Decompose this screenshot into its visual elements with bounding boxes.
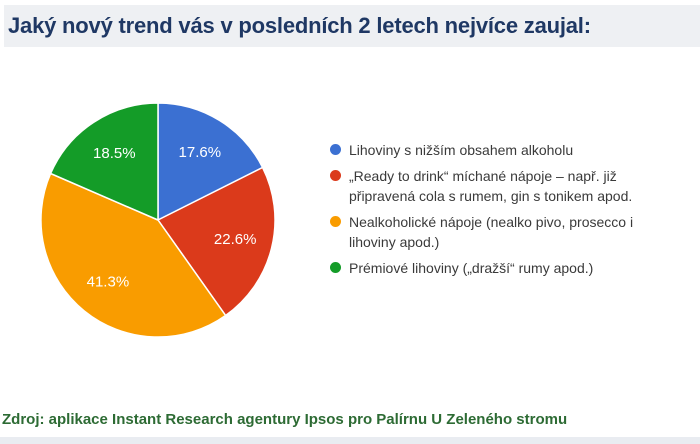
legend-item: „Ready to drink“ míchané nápoje – např. …: [330, 166, 672, 206]
source-line: Zdroj: aplikace Instant Research agentur…: [2, 411, 568, 428]
legend-label: Nealkoholické nápoje (nealko pivo, prose…: [349, 214, 634, 250]
legend-label: Prémiové lihoviny („dražší“ rumy apod.): [349, 260, 594, 276]
pie-slice-label: 17.6%: [179, 144, 222, 161]
legend-item: Lihoviny s nižším obsahem alkoholu: [330, 140, 672, 160]
pie-slice-label: 18.5%: [93, 145, 136, 162]
legend-dot: [330, 216, 341, 227]
legend-item: Prémiové lihoviny („dražší“ rumy apod.): [330, 258, 672, 278]
pie-slice-label: 41.3%: [87, 273, 130, 290]
pie-slice: [156, 166, 276, 317]
pie-slice: [49, 102, 159, 222]
pie-slice: [157, 102, 264, 222]
pie-slice: [40, 172, 227, 338]
legend-dot: [330, 262, 341, 273]
header-band: Jaký nový trend vás v posledních 2 letec…: [4, 5, 700, 47]
legend-item: Nealkoholické nápoje (nealko pivo, prose…: [330, 212, 672, 252]
pie-slice-label: 22.6%: [214, 231, 257, 248]
legend-label: Lihoviny s nižším obsahem alkoholu: [349, 142, 574, 158]
legend-label: „Ready to drink“ míchané nápoje – např. …: [349, 168, 633, 204]
legend-dot: [330, 170, 341, 181]
pie-chart: 17.6% 22.6% 41.3% 18.5%: [40, 102, 276, 338]
bottom-strip: [0, 437, 700, 444]
chart-legend: Lihoviny s nižším obsahem alkoholu „Ready…: [330, 140, 672, 278]
page-title: Jaký nový trend vás v posledních 2 letec…: [8, 13, 591, 38]
legend-dot: [330, 144, 341, 155]
